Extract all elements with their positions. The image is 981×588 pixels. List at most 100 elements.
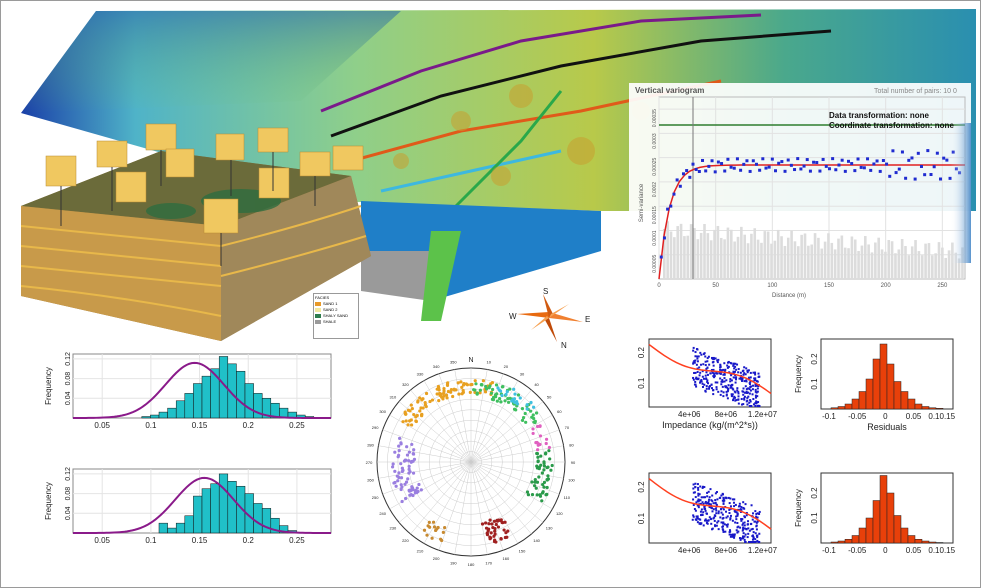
scatter-point (729, 517, 732, 520)
stereonet-pole (498, 396, 502, 401)
variogram-point (872, 162, 876, 166)
scatter-point (705, 387, 708, 390)
scatter-point (744, 385, 747, 388)
scatter-point (752, 535, 755, 538)
scatter-point (743, 527, 746, 530)
stereonet-pole (530, 493, 535, 497)
scatter-point (694, 383, 697, 386)
stereonet-pole (412, 457, 417, 461)
scatter-point (756, 390, 759, 393)
scatter-point (728, 529, 731, 532)
scatter-point (755, 402, 758, 405)
scatter-point (698, 374, 701, 377)
stereonet-pole (508, 396, 512, 400)
scatter-point (740, 506, 743, 509)
scatter-point (741, 535, 744, 538)
scatter-point (722, 522, 725, 525)
stereonet-pole (531, 431, 535, 436)
stereonet-ring-label: 290 (372, 425, 379, 430)
scatter-point (754, 532, 757, 535)
scatter-point (692, 362, 695, 365)
scatter-point (736, 512, 739, 515)
variogram-pair-bar (790, 230, 793, 279)
variogram-pair-bar (766, 231, 770, 279)
scatter-point (700, 514, 703, 517)
stereonet-pole (430, 536, 434, 540)
variogram-point (843, 169, 847, 173)
scatter-point (711, 387, 714, 390)
stereonet-pole (498, 389, 503, 393)
residual-xtick: -0.1 (822, 546, 836, 555)
stereonet-pole (495, 519, 500, 523)
variogram-point (761, 157, 765, 161)
variogram-point (862, 166, 866, 170)
scatter-point (741, 523, 744, 526)
stereonet-pole (404, 480, 409, 484)
scatter-point (722, 529, 725, 532)
stereonet-pole (420, 414, 424, 418)
residual-ytick: 0.1 (810, 512, 819, 524)
stereonet-pole (457, 392, 461, 396)
histogram-bar (167, 407, 177, 419)
histogram-bar (193, 495, 203, 534)
stereonet-pole (491, 398, 496, 402)
stereonet-ring-label: 140 (533, 538, 540, 543)
residual-bar (907, 398, 916, 410)
variogram-point (745, 159, 749, 163)
variogram-pair-bar (931, 255, 934, 279)
stereonet-pole (533, 477, 537, 482)
scatter-point (721, 513, 724, 516)
scatter-point (749, 371, 752, 374)
scatter-point (736, 389, 739, 392)
scatter-point (735, 511, 738, 514)
stereonet-pole (494, 522, 498, 527)
scatter-point (693, 508, 696, 511)
scatter-point (703, 507, 706, 510)
scatter-point (744, 533, 747, 536)
histogram-ytick: 0.04 (65, 391, 72, 405)
scatter-point (727, 365, 730, 368)
stereonet-pole (537, 475, 541, 479)
scatter-point (723, 373, 726, 376)
scatter-point (720, 521, 723, 524)
stereonet-pole (489, 391, 494, 395)
histogram-xtick: 0.15 (192, 536, 208, 545)
residual-bar (893, 515, 902, 544)
scatter-point (710, 522, 713, 525)
scatter-point (719, 365, 722, 368)
scatter-point (718, 372, 721, 375)
scatter-point (725, 390, 728, 393)
scatter-point (722, 496, 725, 499)
scatter-point (743, 515, 746, 518)
scatter-point (710, 369, 713, 372)
scatter-point (711, 371, 714, 374)
scatter-point (722, 516, 725, 519)
scatter-point (733, 367, 736, 370)
scatter-point (733, 533, 736, 536)
variogram-pair-bar (713, 229, 716, 279)
scatter-point (753, 378, 756, 381)
histogram-xtick: 0.25 (289, 536, 305, 545)
variogram-pair-bar (894, 253, 897, 279)
stereonet-pole (449, 388, 453, 392)
scatter-point (755, 528, 758, 531)
stereonet-pole (410, 423, 414, 427)
scatter-point (714, 502, 717, 505)
stereonet-pole (515, 402, 520, 406)
well-logs (45, 123, 364, 266)
scatter-point (722, 508, 725, 511)
residual-bar (935, 408, 944, 410)
scatter-point (749, 376, 752, 379)
variogram-xtick: 150 (824, 283, 835, 289)
stereonet-pole (542, 468, 546, 472)
variogram-pair-bar (867, 244, 870, 279)
scatter-point (722, 395, 725, 398)
scatter-point (705, 385, 708, 388)
residual-bar (865, 517, 874, 544)
scatter-point (698, 366, 701, 369)
scatter-point (719, 364, 722, 367)
residual-bar (879, 343, 888, 410)
scatter-xtick: 1.2e+07 (748, 546, 778, 555)
scatter-point (697, 498, 700, 501)
facies-legend-label: SHALE (323, 319, 337, 324)
